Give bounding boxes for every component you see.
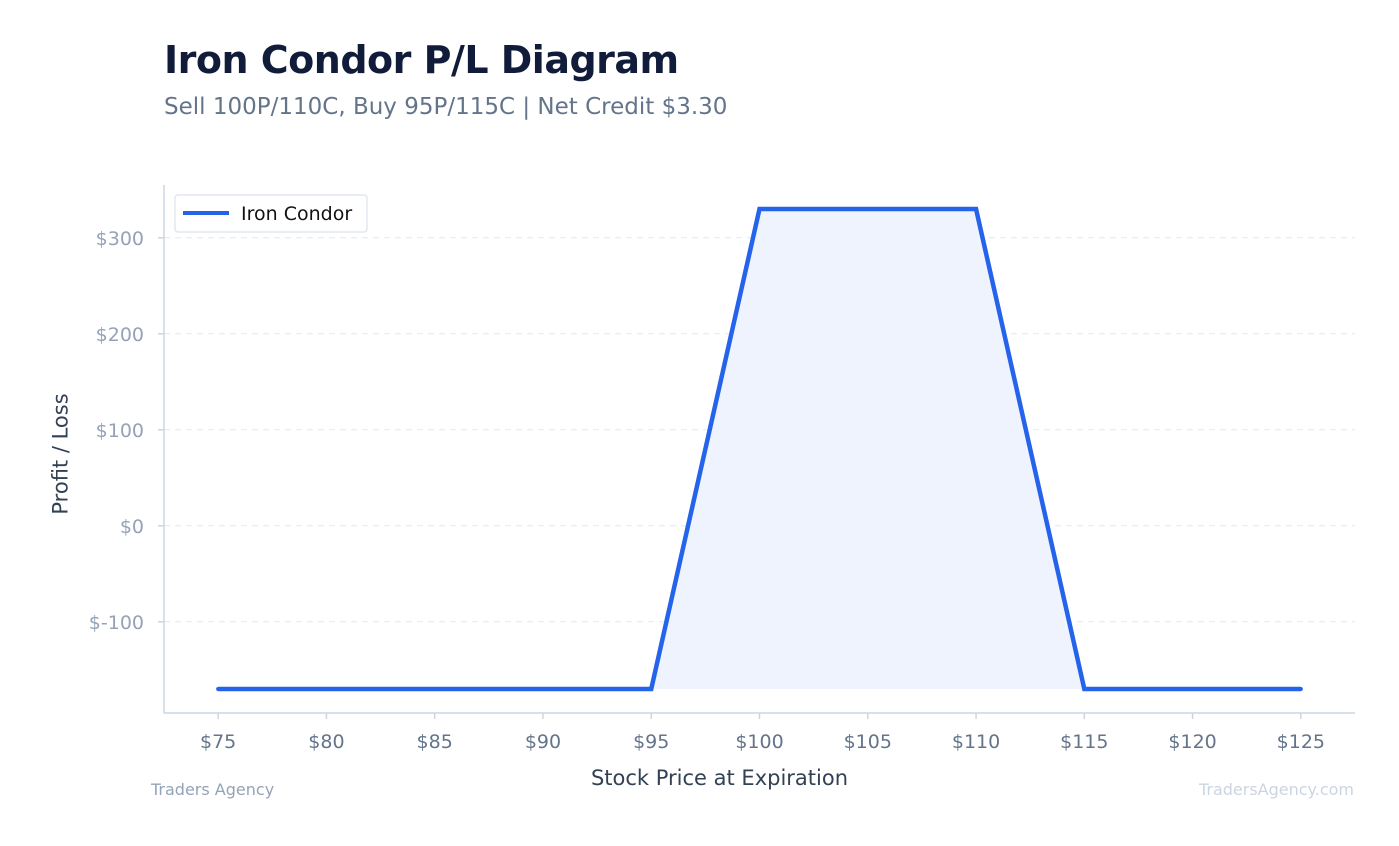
x-tick-label: $75 — [200, 731, 236, 753]
y-tick-labels: $-100 $0 $100 $200 $300 — [89, 228, 164, 634]
x-tick-label: $120 — [1168, 731, 1216, 753]
x-tick-labels: $75 $80 $85 $90 $95 $100 $105 $110 $115 $120 $125 — [200, 713, 1325, 753]
x-tick-label: $110 — [952, 731, 1000, 753]
chart-title: Iron Condor P/L Diagram — [164, 38, 679, 82]
x-tick-label: $90 — [525, 731, 561, 753]
profit-area — [218, 209, 1301, 689]
x-tick-label: $115 — [1060, 731, 1108, 753]
x-tick-label: $125 — [1277, 731, 1325, 753]
x-tick-label: $105 — [844, 731, 892, 753]
x-tick-label: $80 — [308, 731, 344, 753]
y-tick-label: $300 — [96, 228, 144, 250]
x-tick-label: $95 — [633, 731, 669, 753]
footer-url[interactable]: TradersAgency.com — [1198, 780, 1354, 799]
series-points — [216, 207, 1303, 691]
legend: Iron Condor — [174, 194, 368, 233]
x-tick-label: $100 — [735, 731, 783, 753]
y-tick-label: $100 — [96, 420, 144, 442]
x-axis-label: Stock Price at Expiration — [591, 766, 848, 790]
footer-brand: Traders Agency — [151, 780, 275, 799]
data-point — [649, 687, 654, 691]
data-point — [1082, 687, 1087, 691]
data-point — [974, 207, 979, 211]
data-point — [1298, 687, 1303, 691]
legend-label: Iron Condor — [241, 203, 352, 225]
data-point — [216, 687, 221, 691]
chart-subtitle: Sell 100P/110C, Buy 95P/115C | Net Credi… — [164, 94, 728, 120]
y-tick-label: $0 — [120, 516, 144, 538]
series-line-iron-condor — [218, 206, 1301, 692]
y-tick-label: $200 — [96, 324, 144, 346]
x-tick-label: $85 — [417, 731, 453, 753]
y-axis-label: Profit / Loss — [48, 393, 72, 514]
y-tick-label: $-100 — [89, 612, 144, 634]
legend-box — [174, 194, 368, 233]
data-point — [757, 207, 762, 211]
